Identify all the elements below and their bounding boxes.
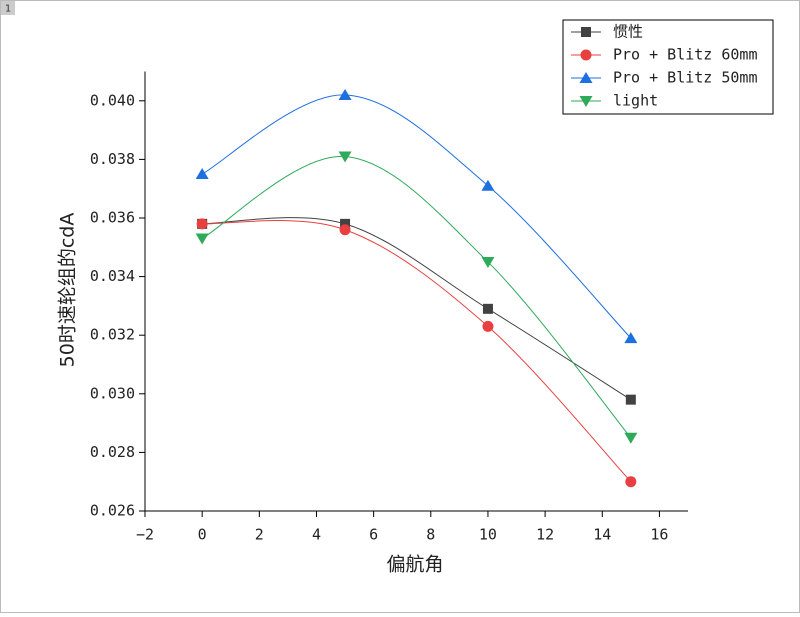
x-tick-label: 2 xyxy=(255,526,264,544)
marker xyxy=(625,476,637,488)
series-line xyxy=(202,220,632,483)
marker xyxy=(338,88,352,100)
series-line xyxy=(201,155,632,439)
y-tick-label: 0.030 xyxy=(90,384,135,402)
x-tick-label: 10 xyxy=(479,526,497,544)
marker xyxy=(340,218,351,229)
series-line xyxy=(201,94,632,339)
y-tick-label: 0.038 xyxy=(90,150,135,168)
y-axis-label: 50时速轮组的cdA xyxy=(57,213,79,368)
y-tick-label: 0.032 xyxy=(90,326,135,344)
x-tick-label: 12 xyxy=(536,526,554,544)
marker xyxy=(482,303,493,314)
marker xyxy=(624,332,638,344)
marker xyxy=(195,168,209,180)
marker xyxy=(481,179,495,191)
marker xyxy=(338,151,352,163)
y-tick-label: 0.026 xyxy=(90,502,135,520)
window-badge xyxy=(1,1,15,15)
marker xyxy=(196,218,208,230)
marker xyxy=(481,256,495,268)
marker xyxy=(195,233,209,245)
y-tick-label: 0.036 xyxy=(90,209,135,227)
y-tick-label: 0.028 xyxy=(90,443,135,461)
marker xyxy=(482,320,494,332)
window-label: 1 xyxy=(5,4,11,15)
legend-label: Pro + Blitz 50mm xyxy=(613,69,758,87)
x-axis-label: 偏航角 xyxy=(386,554,443,576)
x-tick-label: 16 xyxy=(650,526,668,544)
legend-box xyxy=(562,19,774,115)
legend-label: 惯性 xyxy=(613,23,643,41)
x-tick-label: 0 xyxy=(198,526,207,544)
legend-label: light xyxy=(613,92,658,110)
marker xyxy=(581,27,591,37)
y-tick-label: 0.034 xyxy=(90,267,135,285)
marker xyxy=(339,224,351,236)
marker xyxy=(624,432,638,444)
marker xyxy=(580,49,592,61)
y-tick-label: 0.040 xyxy=(90,91,135,109)
x-tick-label: 6 xyxy=(369,526,378,544)
marker xyxy=(579,72,593,83)
x-tick-label: 14 xyxy=(593,526,611,544)
marker xyxy=(625,394,636,405)
marker xyxy=(579,96,593,107)
x-tick-label: −2 xyxy=(136,526,154,544)
legend-label: Pro + Blitz 60mm xyxy=(613,46,758,64)
x-tick-label: 4 xyxy=(312,526,321,544)
x-tick-label: 8 xyxy=(426,526,435,544)
